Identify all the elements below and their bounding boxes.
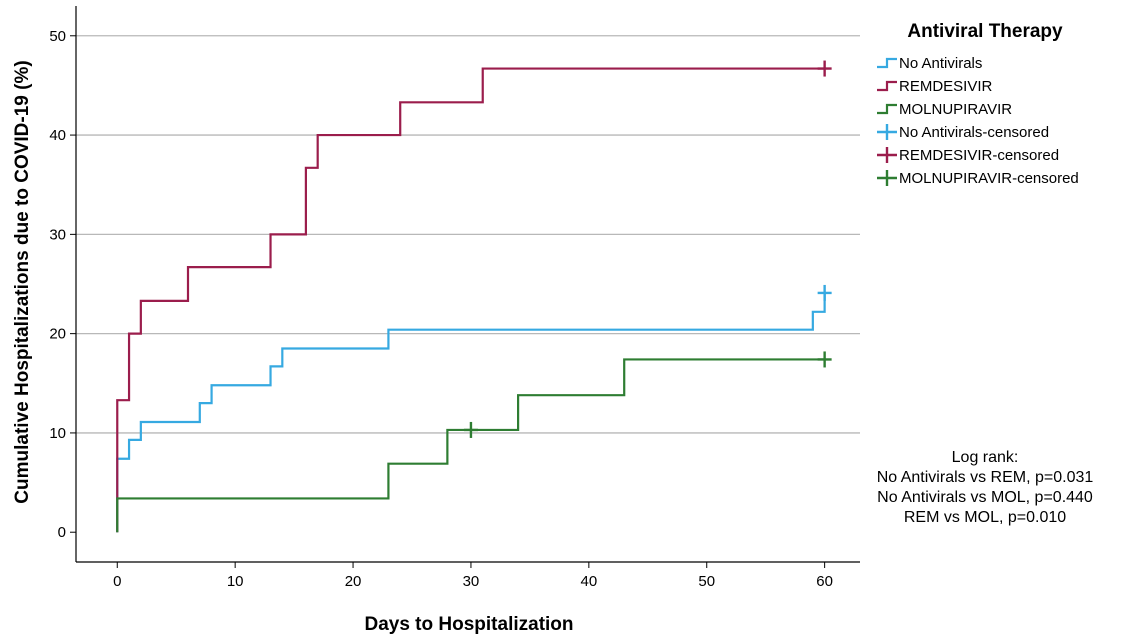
series-lines <box>116 60 832 533</box>
x-tick-label: 0 <box>113 573 121 590</box>
censor-mark <box>463 421 478 438</box>
legend: No Antivirals REMDESIVIR MOLNUPIRAVIR No An… <box>877 55 1079 187</box>
series-line-molnupiravir <box>116 358 825 533</box>
legend-label: No Antivirals <box>899 55 982 72</box>
gridlines <box>76 35 860 434</box>
legend-entry: REMDESIVIR <box>877 78 993 95</box>
y-tick-label: 10 <box>49 425 66 442</box>
legend-swatch-step <box>877 103 897 115</box>
legend-label: MOLNUPIRAVIR <box>899 101 1012 118</box>
series-line-remdesivir <box>116 67 825 533</box>
legend-entry: MOLNUPIRAVIR-censored <box>877 170 1079 187</box>
x-tick-label: 60 <box>816 573 833 590</box>
legend-swatch-step <box>877 80 897 92</box>
legend-entry: REMDESIVIR-censored <box>877 147 1059 164</box>
annotation-line: Log rank: <box>952 449 1019 466</box>
x-tick-label: 20 <box>345 573 362 590</box>
y-tick-label: 30 <box>49 226 66 243</box>
legend-label: REMDESIVIR <box>899 78 993 95</box>
x-tick-label: 50 <box>698 573 715 590</box>
censor-mark <box>817 351 832 368</box>
annotation-line: No Antivirals vs MOL, p=0.440 <box>877 489 1093 506</box>
y-tick-label: 20 <box>49 326 66 343</box>
legend-label: REMDESIVIR-censored <box>899 147 1059 164</box>
series-line-no-antivirals <box>116 292 826 533</box>
x-tick-label: 40 <box>580 573 597 590</box>
censor-mark <box>817 284 832 301</box>
censor-mark <box>817 60 832 77</box>
x-tick-label: 10 <box>227 573 244 590</box>
y-tick-label: 40 <box>49 127 66 144</box>
y-axis-title: Cumulative Hospitalizations due to COVID… <box>12 60 33 503</box>
legend-swatch-step <box>877 57 897 69</box>
legend-label: No Antivirals-censored <box>899 124 1049 141</box>
legend-entry: No Antivirals-censored <box>877 124 1049 141</box>
log-rank-annotation: Log rank: No Antivirals vs REM, p=0.031 … <box>877 449 1094 526</box>
annotation-line: No Antivirals vs REM, p=0.031 <box>877 469 1094 486</box>
y-tick-label: 50 <box>49 28 66 45</box>
axes: 0 10 20 30 40 50 0 10 20 30 40 50 60 <box>49 6 860 590</box>
x-axis-title: Days to Hospitalization <box>364 614 573 635</box>
legend-label: MOLNUPIRAVIR-censored <box>899 170 1079 187</box>
legend-entry: No Antivirals <box>877 55 982 72</box>
annotation-line: REM vs MOL, p=0.010 <box>904 509 1066 526</box>
y-tick-label: 0 <box>58 524 66 541</box>
legend-title: Antiviral Therapy <box>907 21 1063 42</box>
legend-entry: MOLNUPIRAVIR <box>877 101 1012 118</box>
x-tick-label: 30 <box>463 573 480 590</box>
